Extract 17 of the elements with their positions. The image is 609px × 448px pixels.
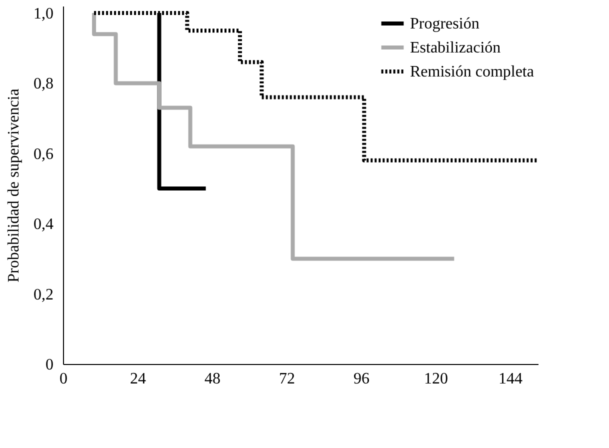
y-tick-label: 0 bbox=[46, 356, 54, 374]
x-tick-label: 24 bbox=[130, 370, 146, 388]
x-tick-label: 72 bbox=[279, 370, 296, 388]
x-tick-label: 96 bbox=[354, 370, 370, 388]
y-tick-label: 0,8 bbox=[34, 76, 54, 93]
x-tick-label: 144 bbox=[498, 370, 523, 388]
legend-label: Remisión completa bbox=[410, 64, 534, 80]
y-axis-title: Probabilidad de supervivencia bbox=[6, 88, 22, 282]
x-tick-label: 48 bbox=[204, 370, 221, 388]
legend-label: Estabilización bbox=[410, 40, 501, 56]
y-tick-label: 0,6 bbox=[34, 146, 54, 163]
legend-label: Progresión bbox=[410, 16, 480, 32]
y-tick-label: 0,2 bbox=[34, 286, 54, 304]
x-tick-label: 120 bbox=[424, 370, 448, 388]
y-tick-label: 0,4 bbox=[34, 216, 54, 234]
y-tick-label: 1,0 bbox=[34, 6, 54, 23]
x-tick-label: 0 bbox=[60, 370, 68, 388]
